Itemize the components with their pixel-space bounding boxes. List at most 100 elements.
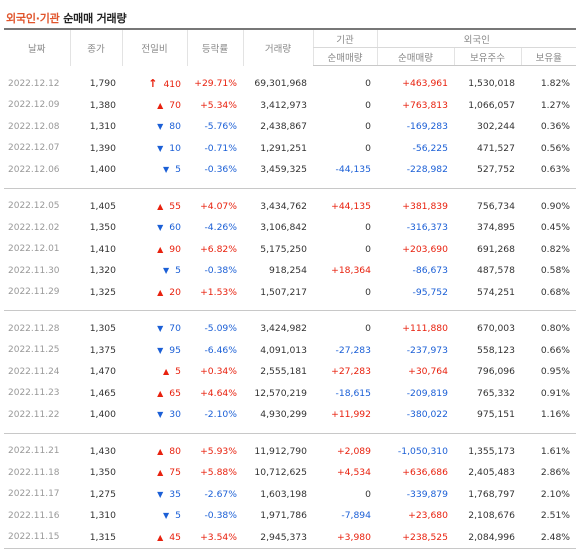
cell-holdings: 302,244 <box>454 116 521 138</box>
up-triangle-icon: ▲ <box>157 101 163 110</box>
investor-trading-table: 날짜 종가 전일비 등락률 거래량 기관 외국인 순매매량 순매매량 보유주수 … <box>4 28 576 556</box>
cell-foreign-net: -237,973 <box>377 340 454 362</box>
cell-date: 2022.11.22 <box>4 404 70 426</box>
header-date: 날짜 <box>4 29 70 66</box>
cell-holdings: 1,066,057 <box>454 95 521 117</box>
cell-change: ▼5 <box>122 260 187 282</box>
cell-hold-rate: 1.16% <box>521 404 576 426</box>
cell-foreign-net: -316,373 <box>377 217 454 239</box>
cell-date: 2022.11.16 <box>4 505 70 527</box>
cell-volume: 3,459,325 <box>243 159 313 181</box>
cell-hold-rate: 0.91% <box>521 383 576 405</box>
cell-volume: 1,971,786 <box>243 505 313 527</box>
cell-volume: 3,106,842 <box>243 217 313 239</box>
cell-volume: 2,555,181 <box>243 361 313 383</box>
change-value: 80 <box>169 446 181 457</box>
cell-foreign-net: -1,050,310 <box>377 441 454 463</box>
header-holdings: 보유주수 <box>454 48 521 66</box>
cell-date: 2022.12.09 <box>4 95 70 117</box>
down-triangle-icon: ▼ <box>157 346 163 355</box>
cell-change: ▲45 <box>122 527 187 549</box>
cell-change: ▼30 <box>122 404 187 426</box>
cell-close: 1,305 <box>70 318 122 340</box>
up-triangle-icon: ▲ <box>163 367 169 376</box>
cell-inst-net: +44,135 <box>313 196 377 218</box>
cell-close: 1,470 <box>70 361 122 383</box>
cell-hold-rate: 0.63% <box>521 159 576 181</box>
cell-hold-rate: 1.82% <box>521 73 576 95</box>
cell-hold-rate: 0.45% <box>521 217 576 239</box>
cell-inst-net: +11,992 <box>313 404 377 426</box>
cell-foreign-net: +636,686 <box>377 462 454 484</box>
cell-date: 2022.11.28 <box>4 318 70 340</box>
cell-hold-rate: 1.61% <box>521 441 576 463</box>
up-triangle-icon: ▲ <box>157 202 163 211</box>
down-triangle-icon: ▼ <box>157 324 163 333</box>
cell-inst-net: +18,364 <box>313 260 377 282</box>
change-value: 10 <box>169 143 181 154</box>
cell-date: 2022.12.05 <box>4 196 70 218</box>
cell-foreign-net: -56,225 <box>377 138 454 160</box>
cell-holdings: 765,332 <box>454 383 521 405</box>
cell-date: 2022.12.07 <box>4 138 70 160</box>
cell-holdings: 574,251 <box>454 282 521 304</box>
cell-volume: 12,570,219 <box>243 383 313 405</box>
change-value: 95 <box>169 345 181 356</box>
up-triangle-icon: ▲ <box>157 288 163 297</box>
cell-foreign-net: -228,982 <box>377 159 454 181</box>
change-value: 35 <box>169 489 181 500</box>
cell-hold-rate: 0.82% <box>521 239 576 261</box>
change-value: 5 <box>175 164 181 175</box>
title-rest: 순매매 거래량 <box>60 12 127 25</box>
cell-inst-net: +2,089 <box>313 441 377 463</box>
cell-volume: 2,438,867 <box>243 116 313 138</box>
header-institution: 기관 <box>313 29 377 48</box>
cell-hold-rate: 0.90% <box>521 196 576 218</box>
cell-date: 2022.11.30 <box>4 260 70 282</box>
cell-holdings: 558,123 <box>454 340 521 362</box>
cell-inst-net: 0 <box>313 116 377 138</box>
cell-holdings: 471,527 <box>454 138 521 160</box>
cell-close: 1,375 <box>70 340 122 362</box>
cell-close: 1,410 <box>70 239 122 261</box>
cell-foreign-net: +23,680 <box>377 505 454 527</box>
cell-rate: -0.38% <box>187 260 243 282</box>
up-triangle-icon: ▲ <box>157 533 163 542</box>
cell-date: 2022.12.01 <box>4 239 70 261</box>
up-triangle-icon: ▲ <box>157 447 163 456</box>
cell-holdings: 1,768,797 <box>454 484 521 506</box>
cell-rate: -6.46% <box>187 340 243 362</box>
cell-close: 1,315 <box>70 527 122 549</box>
cell-volume: 3,424,982 <box>243 318 313 340</box>
cell-date: 2022.12.02 <box>4 217 70 239</box>
header-change: 전일비 <box>122 29 187 66</box>
cell-foreign-net: +463,961 <box>377 73 454 95</box>
cell-date: 2022.11.15 <box>4 527 70 549</box>
change-value: 5 <box>175 510 181 521</box>
down-triangle-icon: ▼ <box>157 122 163 131</box>
cell-holdings: 691,268 <box>454 239 521 261</box>
change-value: 60 <box>169 222 181 233</box>
cell-change: ▼70 <box>122 318 187 340</box>
change-value: 90 <box>169 244 181 255</box>
cell-change: ▲5 <box>122 361 187 383</box>
down-triangle-icon: ▼ <box>157 144 163 153</box>
header-rate: 등락률 <box>187 29 243 66</box>
cell-rate: +29.71% <box>187 73 243 95</box>
cell-inst-net: -27,283 <box>313 340 377 362</box>
cell-hold-rate: 0.66% <box>521 340 576 362</box>
down-triangle-icon: ▼ <box>163 266 169 275</box>
cell-rate: -0.71% <box>187 138 243 160</box>
cell-change: ▼ 95 <box>122 340 187 362</box>
change-value: 20 <box>169 287 181 298</box>
cell-rate: +5.88% <box>187 462 243 484</box>
cell-change: ▼60 <box>122 217 187 239</box>
cell-date: 2022.12.06 <box>4 159 70 181</box>
